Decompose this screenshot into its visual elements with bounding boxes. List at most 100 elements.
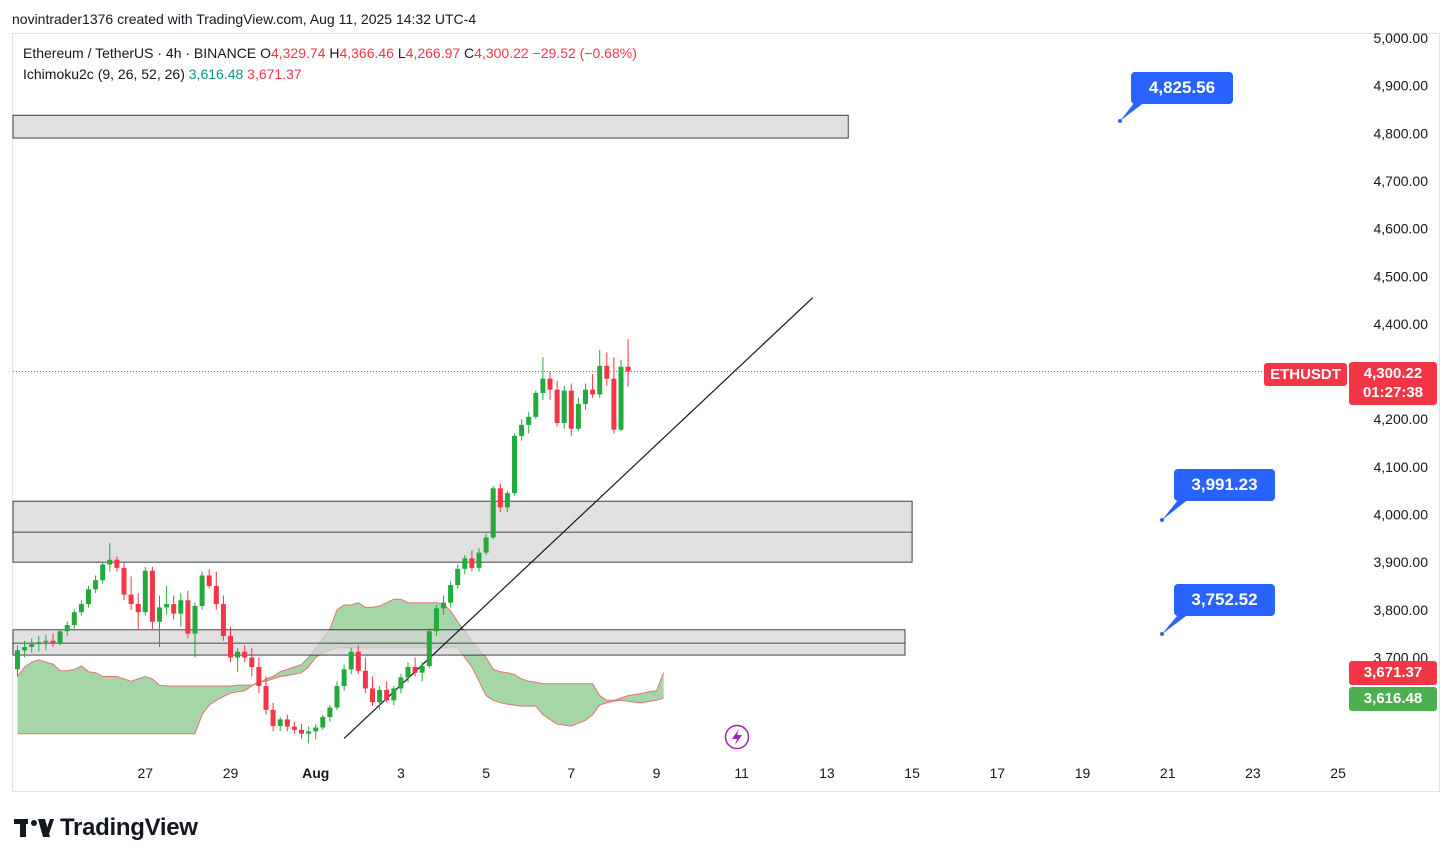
candle-body [135,604,141,613]
candle-body [604,365,610,379]
time-axis-label: 25 [1330,765,1346,781]
callout-pointer [1162,495,1194,520]
candle-body [57,631,63,644]
candle-body [306,731,312,734]
candle-body [50,640,56,644]
candle-body [341,669,347,687]
callout-3752[interactable]: 3,752.52 [1174,584,1275,616]
candle-body [71,612,77,626]
symbol-tag: ETHUSDT [1264,363,1347,386]
candle-body [64,625,70,632]
bar-countdown: 01:27:38 [1362,384,1424,401]
candle-body [575,403,581,429]
candle-body [462,558,468,569]
callout-anchor-dot [1160,518,1164,522]
price-axis-tick: 3,900.00 [1374,554,1429,570]
candle-body [547,378,553,390]
ichimoku-b-tag: 3,616.48 [1349,687,1437,711]
candle-body [441,602,446,609]
callout-3991[interactable]: 3,991.23 [1174,469,1275,501]
indicator-label: Ichimoku2c (9, 26, 52, 26) [23,66,185,82]
callout-anchor-dot [1160,632,1164,636]
candle-body [433,608,439,632]
candle-body [412,666,418,673]
price-axis-tick: 4,500.00 [1374,268,1429,284]
candle-body [235,651,241,658]
candle-body [270,709,276,727]
support-resistance-zone[interactable] [12,114,849,139]
candle-body [597,365,603,395]
callout-4825[interactable]: 4,825.56 [1131,72,1233,104]
price-axis-tick: 4,800.00 [1374,125,1429,141]
time-axis-label: 5 [482,765,490,781]
chart-frame[interactable] [12,33,1440,792]
symbol-label: Ethereum / TetherUS · 4h · BINANCE [23,45,257,61]
candle-body [355,651,361,671]
candle-body [405,666,411,678]
candle-body [568,390,574,429]
price-axis-tick: 4,100.00 [1374,459,1429,475]
candle-body [590,389,596,395]
candle-body [78,604,84,613]
candle-body [299,729,304,734]
candle-body [448,585,454,603]
candle-body [277,719,283,727]
candle-body [128,594,134,605]
candle-body [348,651,354,670]
open-key: O [260,45,271,61]
tradingview-logo[interactable]: TradingView [14,814,198,842]
tradingview-logo-icon [14,819,54,837]
candle-body [213,585,219,605]
candle-body [519,424,525,436]
price-axis-tick: 4,700.00 [1374,173,1429,189]
last-price-value: 4,300.22 [1363,365,1423,382]
time-axis-label: 3 [397,765,405,781]
candle-body [29,644,35,647]
lightning-bolt-glyph [732,729,742,745]
candle-body [100,564,106,581]
candle-body [149,570,155,622]
candle-body [533,392,539,417]
price-axis-tick: 4,000.00 [1374,507,1429,523]
candle-body [164,604,170,608]
time-axis-label: 15 [904,765,920,781]
support-resistance-zone[interactable] [12,500,913,563]
time-axis-label: 13 [819,765,835,781]
candle-body [114,559,120,568]
candle-body [178,600,184,614]
candle-body [625,366,631,372]
indicator-value-2: 3,671.37 [247,66,302,82]
last-price-tag: 4,300.22 01:27:38 [1349,362,1437,405]
candle-body [561,390,567,424]
candle-body [540,378,546,393]
indicator-legend: Ichimoku2c (9, 26, 52, 26) 3,616.48 3,67… [23,66,302,82]
time-axis-label: 19 [1075,765,1091,781]
close-value: 4,300.22 [474,45,529,61]
candle-body [469,558,475,568]
time-axis-label: 17 [990,765,1006,781]
candle-body [504,493,510,508]
candle-body [121,567,127,595]
candle-body [171,604,177,614]
high-key: H [329,45,340,61]
candle-body [43,640,49,643]
price-axis-tick: 4,600.00 [1374,221,1429,237]
indicator-value-1: 3,616.48 [188,66,244,82]
price-axis-tick: 4,200.00 [1374,411,1429,427]
candle-body [391,688,397,701]
symbol-legend: Ethereum / TetherUS · 4h · BINANCE O4,32… [23,45,637,61]
low-key: L [397,45,406,61]
candle-body [86,589,91,605]
candle-body [249,657,255,667]
candle-body [554,389,560,424]
candle-body [22,646,28,651]
support-resistance-zone[interactable] [12,629,906,656]
candle-body [426,631,432,667]
ichimoku-span-a [17,598,665,701]
candle-body [284,719,290,727]
candle-body [107,559,113,565]
candle-body [192,605,198,634]
time-axis-label: 21 [1160,765,1176,781]
candle-body [611,378,617,430]
